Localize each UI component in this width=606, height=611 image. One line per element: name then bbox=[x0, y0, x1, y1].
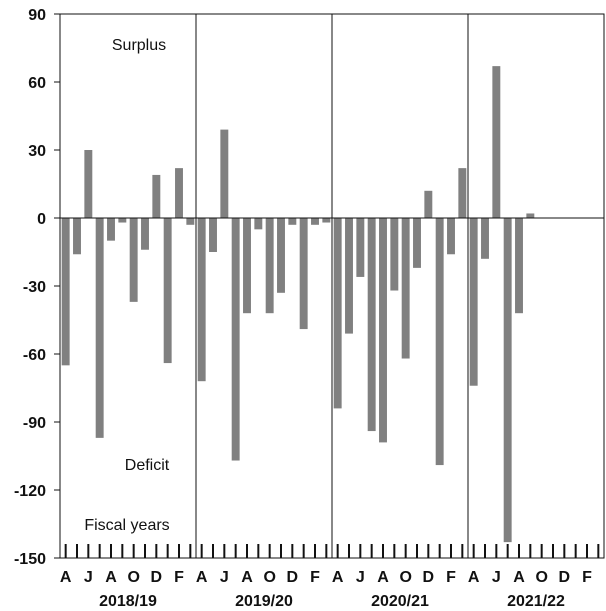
month-label: A bbox=[332, 569, 344, 586]
month-label: D bbox=[151, 569, 163, 586]
bar bbox=[379, 218, 387, 443]
month-label: D bbox=[287, 569, 299, 586]
fiscal-year-label: 2021/22 bbox=[507, 593, 565, 610]
deficit-annotation: Deficit bbox=[125, 457, 170, 474]
y-tick-label: 30 bbox=[28, 143, 46, 160]
bar bbox=[333, 218, 342, 409]
bar bbox=[84, 150, 93, 218]
month-label: J bbox=[492, 569, 501, 586]
bar bbox=[413, 218, 421, 268]
month-label: A bbox=[468, 569, 480, 586]
y-tick-label: 60 bbox=[28, 75, 46, 92]
bar bbox=[435, 218, 444, 466]
bar bbox=[220, 129, 229, 218]
month-label: J bbox=[220, 569, 229, 586]
bar bbox=[424, 190, 433, 218]
y-tick-label: -30 bbox=[23, 279, 46, 296]
bar bbox=[367, 218, 376, 432]
fiscal-years-annotation: Fiscal years bbox=[84, 517, 169, 534]
bar bbox=[73, 218, 81, 255]
y-tick-label: -60 bbox=[23, 347, 46, 364]
bar bbox=[61, 218, 70, 366]
month-label: A bbox=[513, 569, 525, 586]
surplus-annotation: Surplus bbox=[112, 37, 166, 54]
month-label: F bbox=[310, 569, 320, 586]
month-label: F bbox=[446, 569, 456, 586]
month-label: F bbox=[174, 569, 184, 586]
month-label: O bbox=[535, 569, 547, 586]
month-label: O bbox=[399, 569, 411, 586]
month-ticks bbox=[64, 544, 600, 558]
bar bbox=[447, 218, 455, 255]
bar bbox=[118, 218, 127, 223]
month-label: A bbox=[196, 569, 208, 586]
bar bbox=[152, 174, 161, 218]
bar bbox=[107, 218, 115, 241]
month-label: O bbox=[263, 569, 275, 586]
month-label: J bbox=[356, 569, 365, 586]
bar bbox=[95, 218, 104, 438]
bar bbox=[492, 66, 501, 218]
bar bbox=[458, 168, 467, 218]
bar bbox=[277, 218, 285, 293]
month-label: A bbox=[241, 569, 253, 586]
month-label: J bbox=[84, 569, 93, 586]
y-tick-label: 0 bbox=[37, 211, 46, 228]
y-tick-label: 90 bbox=[28, 7, 46, 24]
bar bbox=[197, 218, 206, 382]
y-axis-ticks: 90 60 30 0 -30 -60 -90 -120 -150 bbox=[14, 7, 60, 568]
year-dividers bbox=[195, 14, 469, 558]
month-label: A bbox=[60, 569, 72, 586]
bar bbox=[141, 218, 149, 250]
bar bbox=[243, 218, 251, 314]
bar bbox=[503, 218, 512, 543]
bar bbox=[129, 218, 138, 302]
bar bbox=[345, 218, 353, 334]
month-label: O bbox=[127, 569, 139, 586]
bar bbox=[175, 168, 183, 218]
fiscal-year-label: 2019/20 bbox=[235, 593, 293, 610]
bar bbox=[186, 218, 195, 225]
fiscal-year-label: 2018/19 bbox=[99, 593, 157, 610]
bar bbox=[322, 218, 331, 223]
bar bbox=[311, 218, 319, 225]
y-tick-label: -120 bbox=[14, 483, 46, 500]
month-label: D bbox=[423, 569, 435, 586]
bar bbox=[299, 218, 308, 330]
month-label: A bbox=[105, 569, 117, 586]
fiscal-year-label: 2020/21 bbox=[371, 593, 429, 610]
month-label: D bbox=[559, 569, 571, 586]
fiscal-year-labels: 2018/19 2019/20 2020/21 2021/22 bbox=[99, 593, 565, 610]
bar bbox=[515, 218, 523, 314]
bar bbox=[526, 213, 535, 218]
bar bbox=[231, 218, 240, 461]
bar bbox=[469, 218, 478, 386]
y-tick-label: -90 bbox=[23, 415, 46, 432]
bars bbox=[61, 66, 535, 543]
bar bbox=[401, 218, 410, 359]
bar bbox=[481, 218, 489, 259]
bar bbox=[254, 218, 263, 230]
bar bbox=[163, 218, 172, 364]
bar bbox=[288, 218, 297, 225]
bar bbox=[390, 218, 399, 291]
month-label: F bbox=[582, 569, 592, 586]
y-tick-label: -150 bbox=[14, 551, 46, 568]
bar bbox=[265, 218, 274, 314]
bar bbox=[209, 218, 217, 252]
bar bbox=[356, 218, 365, 277]
month-label: A bbox=[377, 569, 389, 586]
